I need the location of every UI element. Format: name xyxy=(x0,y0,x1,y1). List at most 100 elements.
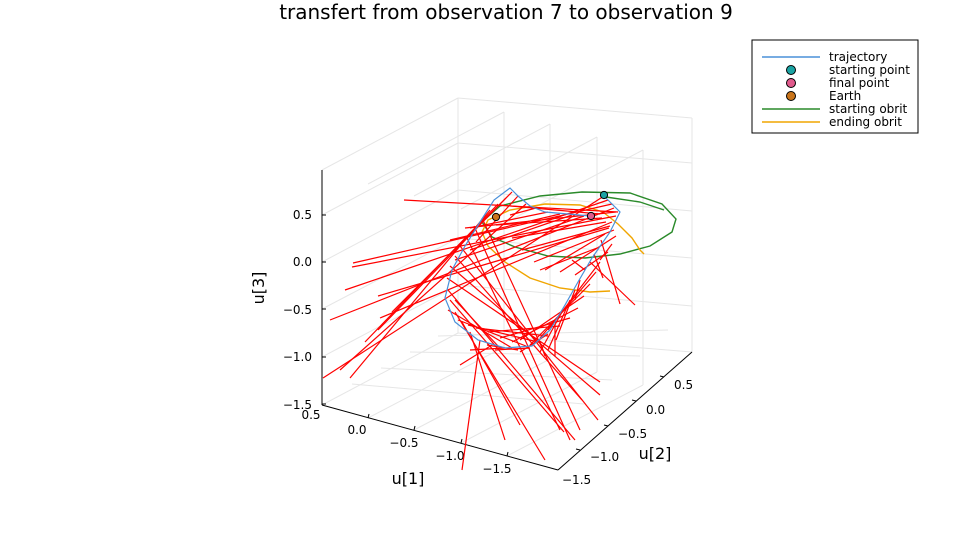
legend-box xyxy=(751,39,919,134)
thrust-vector xyxy=(539,247,598,271)
thrust-vector xyxy=(447,309,513,349)
z-tick-label: −1.5 xyxy=(283,398,312,412)
legend-swatch-earth xyxy=(786,91,796,101)
x-tick-label: 0.0 xyxy=(347,423,366,437)
z-tick-label: −0.5 xyxy=(283,303,312,317)
thrust-vector xyxy=(529,283,591,346)
thrust-vector xyxy=(465,235,561,431)
axis-lines xyxy=(321,170,693,471)
trajectory-line xyxy=(444,187,621,349)
grid-line xyxy=(321,284,459,358)
thrust-vector xyxy=(454,299,499,347)
legend-label-earth: Earth xyxy=(829,89,861,103)
thrust-vector xyxy=(519,333,549,353)
thrust-vector xyxy=(511,221,607,239)
point-markers xyxy=(491,190,609,222)
x-tick-label: −1.5 xyxy=(482,462,511,476)
tick-mark xyxy=(460,438,463,444)
grid-line xyxy=(457,142,693,164)
thrust-vector xyxy=(449,213,561,241)
z-tick-label: 0.5 xyxy=(293,208,312,222)
orbits xyxy=(481,191,677,293)
thrust-vector xyxy=(454,255,583,401)
thrust-vector xyxy=(600,239,621,305)
thrust-vector xyxy=(391,191,513,313)
grid-line xyxy=(460,371,598,444)
legend-label-final-point: final point xyxy=(829,76,890,90)
thrust-vector xyxy=(539,271,597,339)
grid-line xyxy=(321,97,459,171)
thrust-vector xyxy=(521,225,611,251)
grid-line xyxy=(321,237,459,310)
thrust-vectors xyxy=(322,191,636,471)
grid-line xyxy=(413,358,551,431)
x-axis-line xyxy=(321,404,559,471)
grid-line xyxy=(367,111,505,185)
thrust-vector xyxy=(461,339,481,471)
tick-mark xyxy=(659,375,665,378)
thrust-vector xyxy=(559,235,617,273)
thrust-vector xyxy=(499,204,601,215)
thrust-vector xyxy=(352,203,613,264)
x-tick-label: 0.5 xyxy=(301,408,320,422)
thrust-vector xyxy=(495,217,603,226)
thrust-vector xyxy=(454,311,546,461)
grid-line xyxy=(321,332,459,406)
y-tick-label: 0.0 xyxy=(646,403,665,417)
y-tick-label: 0.5 xyxy=(674,378,693,392)
x-tick-label: −1.0 xyxy=(435,449,464,463)
x-axis-label: u[1] xyxy=(392,469,425,488)
legend-swatch-starting-point xyxy=(786,65,796,75)
thrust-vector xyxy=(329,207,615,321)
legend-swatch-final-point xyxy=(786,78,796,88)
tick-mark xyxy=(631,399,637,402)
y-tick-label: −1.0 xyxy=(590,450,619,464)
starting-orbit-line xyxy=(605,196,665,211)
starting-point-marker xyxy=(599,190,609,200)
final-point-marker xyxy=(586,211,596,221)
thrust-vector xyxy=(459,344,493,366)
thrust-vector xyxy=(589,261,636,306)
chart-title: transfert from observation 7 to observat… xyxy=(279,0,733,24)
y-tick-label: −1.5 xyxy=(562,473,591,487)
thrust-vector xyxy=(457,319,527,347)
ending-orbit-line xyxy=(602,211,645,255)
thrust-vector xyxy=(599,243,613,261)
thrust-vector xyxy=(481,217,581,431)
tick-mark xyxy=(413,425,416,431)
grid-line xyxy=(367,346,505,419)
ending-orbit-line xyxy=(481,203,611,293)
grid-line xyxy=(380,367,613,381)
grid-line xyxy=(457,189,693,212)
y-axis-line xyxy=(557,351,693,471)
grid-line xyxy=(460,136,598,210)
grid-line xyxy=(409,351,641,357)
thrust-vector xyxy=(322,195,605,379)
thrust-vector xyxy=(593,253,604,279)
grid-line xyxy=(413,123,551,197)
thrust-vector xyxy=(469,211,549,229)
legend-label-ending-orbit: ending obrit xyxy=(829,115,902,129)
earth-marker xyxy=(491,212,501,222)
grid-line xyxy=(321,142,459,216)
z-axis-ticks: 0.5 0.0 −0.5 −1.0 −1.5 xyxy=(283,208,312,412)
axis-grid xyxy=(321,97,693,457)
thrust-vector xyxy=(339,203,527,371)
legend-label-starting-orbit: starting obrit xyxy=(829,102,908,116)
thrust-vector xyxy=(377,227,610,297)
thrust-vector xyxy=(469,331,506,441)
thrust-vector xyxy=(533,229,615,263)
thrust-vector xyxy=(574,251,609,276)
thrust-vector xyxy=(454,215,585,261)
legend-label-trajectory: trajectory xyxy=(829,50,887,64)
trajectory xyxy=(444,187,621,349)
grid-line xyxy=(457,97,693,119)
legend-label-starting-point: starting point xyxy=(829,63,910,77)
z-tick-label: 0.0 xyxy=(293,255,312,269)
x-axis-ticks: 0.5 0.0 −0.5 −1.0 −1.5 xyxy=(301,408,511,476)
grid-line xyxy=(457,332,693,353)
thrust-vector xyxy=(571,259,586,271)
y-axis-ticks: 0.5 0.0 −0.5 −1.0 −1.5 xyxy=(562,378,693,487)
legend: trajectory starting point final point Ea… xyxy=(751,39,919,134)
thrust-vector xyxy=(509,207,537,216)
